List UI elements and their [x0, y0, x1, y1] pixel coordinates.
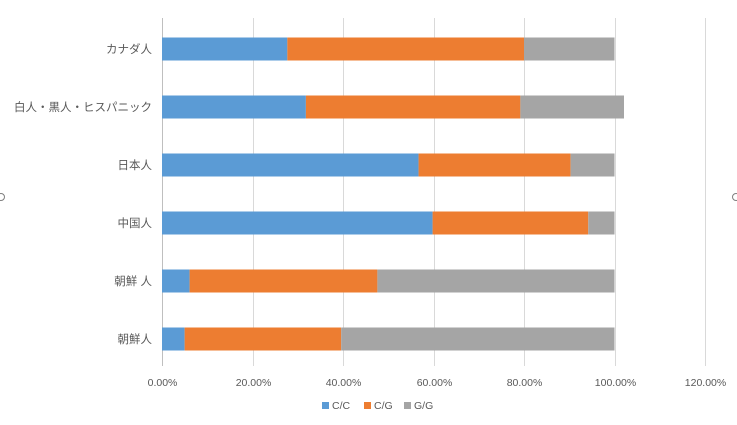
bar-segment — [588, 212, 614, 235]
legend-swatch — [404, 402, 411, 409]
legend-label: C/G — [374, 400, 393, 412]
bar-segment — [419, 154, 571, 177]
bar-segment — [162, 154, 419, 177]
x-tick-label: 80.00% — [507, 377, 543, 389]
legend-swatch — [364, 402, 371, 409]
category-label: 日本人 — [118, 158, 153, 172]
x-tick-label: 120.00% — [685, 377, 726, 389]
bar-segment — [190, 270, 378, 293]
x-tick-label: 0.00% — [148, 377, 178, 389]
chart-area-handle-right[interactable] — [733, 194, 737, 201]
bar-segment — [571, 154, 615, 177]
bar-segment — [377, 270, 614, 293]
bar-segment — [287, 38, 524, 61]
category-label: 中国人 — [118, 217, 153, 230]
legend-label: G/G — [414, 400, 433, 412]
bar-segment — [162, 270, 190, 293]
chart-area-handle-left[interactable] — [0, 194, 5, 201]
x-tick-label: 100.00% — [595, 377, 636, 389]
legend-label: C/C — [332, 400, 351, 412]
bar-segment — [162, 38, 287, 61]
category-label: 朝鮮人 — [118, 332, 153, 346]
x-tick-labels: 0.00% 20.00% 40.00% 60.00% 80.00% 100.00% 120.… — [148, 377, 727, 389]
bars — [162, 38, 624, 351]
legend: C/C C/G G/G — [322, 400, 433, 412]
bar-segment — [524, 38, 615, 61]
category-label: 朝鮮 人 — [114, 274, 152, 288]
bar-segment — [162, 328, 185, 351]
bar-segment — [433, 212, 589, 235]
legend-swatch — [322, 402, 329, 409]
bar-segment — [306, 96, 520, 119]
category-label: 白人・黒人・ヒスパニック — [14, 100, 152, 114]
x-tick-label: 60.00% — [417, 377, 453, 389]
x-tick-label: 40.00% — [326, 377, 362, 389]
bar-segment — [185, 328, 342, 351]
x-tick-label: 20.00% — [236, 377, 272, 389]
category-label: カナダ人 — [106, 42, 152, 56]
bar-segment — [520, 96, 624, 119]
bar-segment — [162, 96, 306, 119]
bar-segment — [341, 328, 614, 351]
gridlines — [163, 18, 706, 366]
bar-segment — [162, 212, 433, 235]
